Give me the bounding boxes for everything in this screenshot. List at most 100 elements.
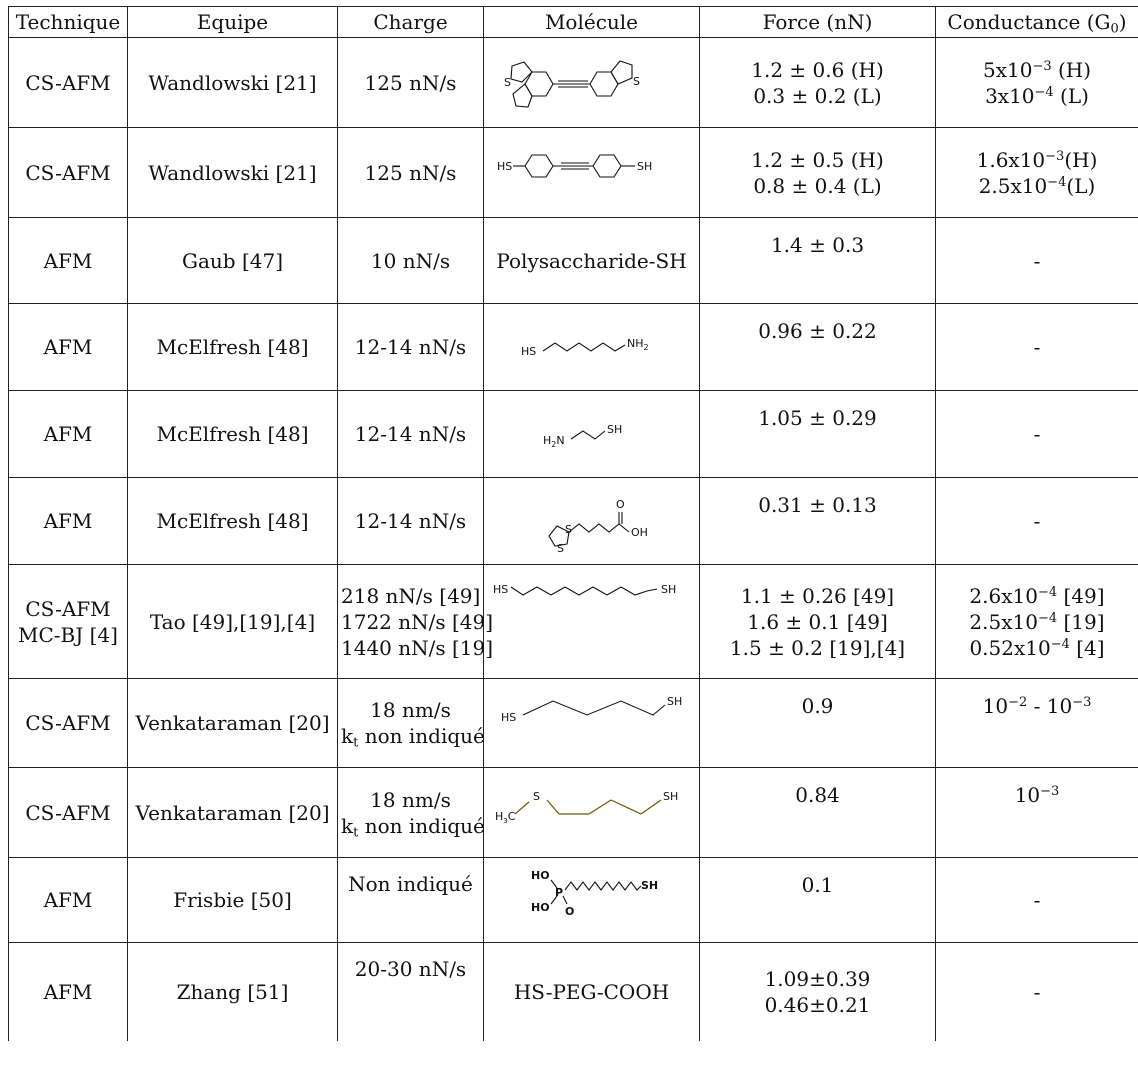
conductance-suffix: [4]	[1069, 635, 1105, 660]
svg-text:H3C: H3C	[495, 810, 516, 825]
h3-subscript: 3	[503, 817, 507, 825]
cell-conductance: 1.6x10−3(H) 2.5x10−4(L)	[935, 127, 1138, 218]
cell-force: 0.1	[699, 857, 936, 943]
cell-technique: AFM	[8, 477, 128, 565]
cell-force: 1.05 ± 0.29	[699, 390, 936, 478]
conductance-mantissa: 1.6x10	[976, 147, 1046, 172]
header-technique: Technique	[8, 6, 128, 38]
o-label: O	[616, 498, 625, 511]
cell-technique: CS-AFM	[8, 678, 128, 768]
force-value: 0.3 ± 0.2 (L)	[753, 83, 882, 108]
cell-technique: AFM	[8, 303, 128, 391]
conductance-exponent: −3	[1045, 148, 1065, 164]
header-charge: Charge	[337, 6, 484, 38]
conductance-mantissa: 3x10	[985, 83, 1035, 108]
charge-value: 18 nm/s	[370, 787, 451, 812]
cell-equipe: McElfresh [48]	[127, 303, 338, 391]
cell-technique: AFM	[8, 942, 128, 1041]
conductance-suffix: (H)	[1051, 57, 1092, 82]
conductance-mantissa: 2.5x10	[969, 609, 1038, 634]
table-row: CS-AFM Venkataraman [20] 18 nm/s kt non …	[8, 678, 1138, 768]
conductance-value: 10−2 - 10−3	[939, 693, 1135, 719]
header-equipe: Equipe	[127, 6, 338, 38]
table-row: AFM McElfresh [48] 12-14 nN/s O OH S S	[8, 477, 1138, 565]
conductance-value: 0.52x10−4 [4]	[939, 635, 1135, 661]
charge-value: 1440 nN/s [19]	[341, 635, 494, 660]
s-label: S	[557, 542, 564, 555]
force-value: 1.05 ± 0.29	[758, 406, 877, 430]
force-value: 1.1 ± 0.26 [49]	[740, 583, 895, 608]
header-conductance-sub: 0	[1110, 21, 1119, 37]
comparison-table: Technique Equipe Charge Molécule Force (…	[8, 6, 1138, 1041]
header-conductance-close: )	[1118, 10, 1127, 34]
cell-charge: 12-14 nN/s	[337, 390, 484, 478]
sh-label: SH	[607, 423, 622, 436]
charge-value: 1722 nN/s [49]	[341, 609, 494, 634]
force-value: 0.31 ± 0.13	[758, 493, 877, 517]
charge-value: 18 nm/s	[370, 698, 451, 722]
force-value: 1.4 ± 0.3	[770, 233, 865, 257]
cell-molecule: HS SH	[483, 564, 700, 679]
sh-label: SH	[661, 583, 676, 596]
conductance-exponent: −3	[1072, 694, 1092, 710]
charge-value: 218 nN/s [49]	[341, 583, 481, 608]
cell-equipe: McElfresh [48]	[127, 390, 338, 478]
h-label: H	[543, 434, 551, 447]
hs-label: HS	[521, 345, 536, 358]
cell-force: 0.31 ± 0.13	[699, 477, 936, 565]
cell-force: 1.2 ± 0.6 (H) 0.3 ± 0.2 (L)	[699, 37, 936, 128]
cell-force: 0.9	[699, 678, 936, 768]
cell-force: 1.1 ± 0.26 [49] 1.6 ± 0.1 [49] 1.5 ± 0.2…	[699, 564, 936, 679]
cell-equipe: Tao [49],[19],[4]	[127, 564, 338, 679]
cell-conductance: 10−3	[935, 767, 1138, 858]
force-value: 1.6 ± 0.1 [49]	[747, 609, 888, 634]
cell-conductance: 2.6x10−4 [49] 2.5x10−4 [19] 0.52x10−4 [4…	[935, 564, 1138, 679]
k-symbol: k	[341, 724, 354, 748]
cell-conductance: 10−2 - 10−3	[935, 678, 1138, 768]
table-row: AFM McElfresh [48] 12-14 nN/s HS NH2 0.9…	[8, 303, 1138, 391]
conductance-exponent: −2	[1008, 694, 1028, 710]
cell-equipe: Wandlowski [21]	[127, 37, 338, 128]
cell-charge: 125 nN/s	[337, 127, 484, 218]
conductance-value: 5x10−3 (H)	[939, 57, 1135, 83]
cell-molecule: S S	[483, 37, 700, 128]
force-value: 0.84	[795, 783, 840, 807]
table-row: AFM Gaub [47] 10 nN/s Polysaccharide-SH …	[8, 217, 1138, 304]
cell-molecule: H2N SH	[483, 390, 700, 478]
cell-technique: AFM	[8, 217, 128, 304]
cell-molecule: H3C S SH	[483, 767, 700, 858]
cell-equipe: Zhang [51]	[127, 942, 338, 1041]
technique-value: CS-AFM	[25, 596, 111, 621]
conductance-exponent: −4	[1037, 610, 1058, 626]
technique-value: MC-BJ [4]	[18, 622, 118, 647]
cell-equipe: Venkataraman [20]	[127, 678, 338, 768]
header-force: Force (nN)	[699, 6, 936, 38]
svg-text:S: S	[633, 75, 640, 88]
sh-label: SH	[663, 790, 678, 803]
table-row: CS-AFM Wandlowski [21] 125 nN/s S	[8, 37, 1138, 128]
cell-molecule: HO P HO O SH	[483, 857, 700, 943]
table-row: CS-AFM Wandlowski [21] 125 nN/s HS SH	[8, 127, 1138, 218]
conductance-mantissa: 5x10	[982, 57, 1033, 82]
cell-molecule: Polysaccharide-SH	[483, 217, 700, 304]
conductance-base: 10	[1046, 694, 1073, 718]
h-label: H	[495, 810, 503, 823]
sh-label: SH	[637, 160, 652, 173]
o-label: O	[565, 905, 574, 918]
cell-technique: CS-AFM	[8, 767, 128, 858]
header-conductance-label: Conductance (G	[947, 10, 1111, 34]
phosphonic-acid-alkanethiol-structure: HO P HO O SH	[531, 869, 658, 918]
k-note: non indiqué	[358, 724, 485, 748]
cell-force: 0.84	[699, 767, 936, 858]
cell-charge: 18 nm/s kt non indiqué	[337, 767, 485, 858]
conductance-suffix: (L)	[1053, 83, 1089, 108]
table-row: AFM Zhang [51] 20-30 nN/s HS-PEG-COOH 1.…	[8, 942, 1138, 1041]
table-row: CS-AFM MC-BJ [4] Tao [49],[19],[4] 218 n…	[8, 564, 1138, 679]
k-subscript: t	[353, 735, 359, 751]
conductance-suffix: [19]	[1057, 609, 1105, 634]
force-value: 1.2 ± 0.6 (H)	[751, 57, 884, 82]
aminohexanethiol-structure: HS NH2	[521, 337, 649, 358]
conductance-exponent: −3	[1032, 58, 1052, 74]
svg-text:H2N: H2N	[543, 434, 565, 449]
force-value: 1.2 ± 0.5 (H)	[751, 147, 884, 172]
